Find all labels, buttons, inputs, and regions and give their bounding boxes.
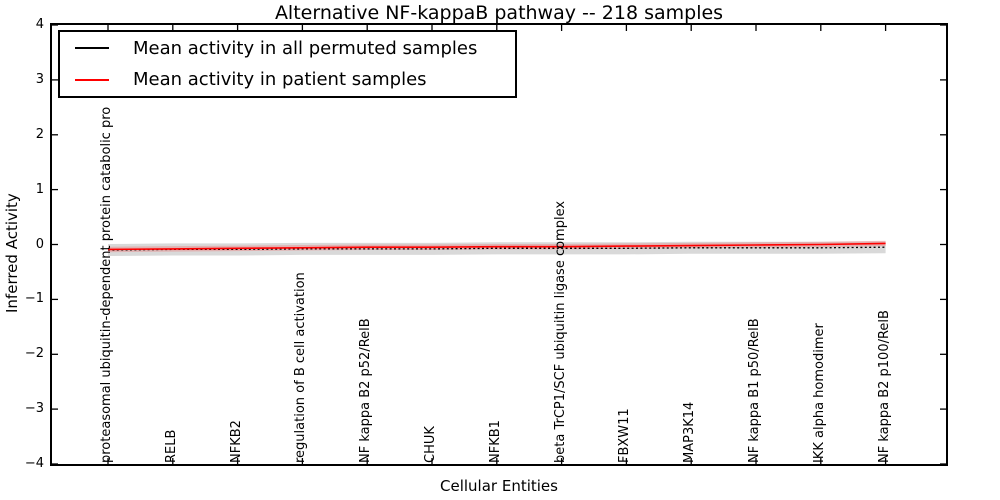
x-tick-label: CHUK bbox=[423, 426, 438, 463]
x-axis-title: Cellular Entities bbox=[440, 477, 558, 495]
legend-line-sample-black bbox=[75, 47, 109, 50]
line-series-1 bbox=[107, 242, 886, 251]
y-tick-label: −4 bbox=[24, 456, 44, 471]
x-tick-label: FBXW11 bbox=[617, 408, 633, 463]
x-tick-label: NF kappa B2 p52/RelB bbox=[358, 318, 374, 463]
x-tick-label: NFKB2 bbox=[228, 420, 244, 463]
legend-entry-permuted: Mean activity in all permuted samples bbox=[60, 33, 515, 63]
y-tick-label: −3 bbox=[24, 401, 44, 417]
x-tick-label: RELB bbox=[163, 429, 179, 463]
chart-plot-svg bbox=[52, 25, 946, 464]
x-tick-label: IKK alpha homodimer bbox=[811, 323, 827, 463]
y-tick-label: 1 bbox=[35, 181, 44, 197]
y-tick-label: 3 bbox=[35, 71, 44, 87]
legend-label-patient: Mean activity in patient samples bbox=[133, 69, 427, 91]
legend-label-permuted: Mean activity in all permuted samples bbox=[133, 37, 478, 59]
x-tick-label: MAP3K14 bbox=[682, 401, 698, 463]
y-tick-label: −2 bbox=[24, 346, 44, 362]
y-tick-label: −1 bbox=[24, 291, 44, 307]
y-tick-label: 2 bbox=[35, 126, 44, 142]
y-tick-label: 0 bbox=[35, 236, 44, 252]
x-tick-label: regulation of B cell activation bbox=[293, 272, 309, 463]
legend-line-sample-red bbox=[75, 78, 109, 81]
legend-entry-patient: Mean activity in patient samples bbox=[60, 65, 515, 95]
x-tick-label: NF kappa B2 p100/RelB bbox=[876, 310, 892, 463]
line-series-0 bbox=[107, 246, 886, 251]
legend-box: Mean activity in all permuted samples Me… bbox=[58, 30, 517, 98]
chart-title: Alternative NF-kappaB pathway -- 218 sam… bbox=[274, 2, 724, 24]
x-tick-label: NF kappa B1 p50/RelB bbox=[747, 318, 762, 463]
x-tick-label: NFKB1 bbox=[487, 420, 503, 463]
y-tick-label: 4 bbox=[35, 17, 44, 32]
x-tick-label: beta TrCP1/SCF ubiquitin ligase complex bbox=[552, 200, 568, 463]
x-tick-label: proteasomal ubiquitin-dependent protein … bbox=[99, 106, 114, 463]
